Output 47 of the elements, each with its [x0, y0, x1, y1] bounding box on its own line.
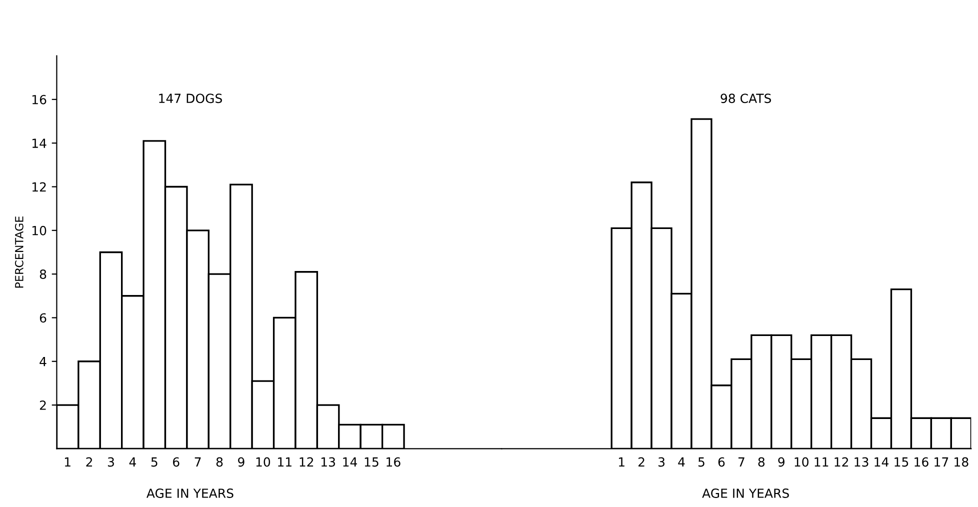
y-tick-label: 6 — [40, 313, 46, 323]
x-tick-label: 1 — [618, 457, 624, 467]
x-tick-label: 11 — [814, 457, 828, 467]
text: 147 DOGS — [159, 94, 222, 104]
x-tick-label: 15 — [894, 457, 908, 467]
x-tick-label: 10 — [256, 457, 270, 467]
x-axis-title: AGE IN YEARS — [702, 488, 789, 498]
x-tick-label: 12 — [300, 457, 314, 467]
x-tick-label: 12 — [834, 457, 848, 467]
x-tick-label: 10 — [794, 457, 808, 467]
text: 98 CATS — [720, 94, 772, 104]
x-tick-label: 1 — [64, 457, 70, 467]
x-tick-label: 7 — [194, 457, 201, 467]
x-tick-label: 9 — [238, 457, 244, 467]
y-tick-label: 8 — [40, 270, 46, 279]
x-tick-label: 6 — [173, 457, 180, 467]
y-tick-label: 14 — [32, 138, 46, 148]
x-tick-label: 4 — [678, 457, 685, 467]
x-tick-label: 5 — [698, 457, 704, 467]
x-tick-label: 18 — [954, 457, 968, 467]
x-axis-title: AGE IN YEARS — [146, 488, 234, 498]
x-tick-label: 14 — [874, 457, 889, 467]
x-tick-label: 11 — [278, 457, 292, 467]
x-tick-label: 16 — [914, 457, 928, 467]
y-tick-label: 10 — [32, 226, 46, 236]
x-tick-label: 2 — [638, 457, 644, 467]
y-tick-label: 12 — [32, 182, 46, 192]
x-tick-label: 5 — [151, 457, 158, 467]
x-tick-label: 9 — [778, 457, 784, 467]
x-tick-label: 3 — [658, 457, 664, 467]
x-tick-label: 7 — [738, 457, 744, 467]
x-tick-label: 8 — [216, 457, 223, 467]
x-tick-label: 14 — [343, 457, 358, 467]
x-tick-label: 4 — [129, 457, 136, 467]
x-tick-label: 13 — [854, 457, 868, 467]
y-tick-label: 2 — [40, 400, 46, 410]
y-axis-title: PERCENTAGE — [14, 216, 24, 288]
x-tick-label: 13 — [321, 457, 336, 467]
x-tick-label: 8 — [758, 457, 765, 467]
x-tick-label: 2 — [86, 457, 92, 467]
x-tick-label: 17 — [934, 457, 948, 467]
x-tick-label: 16 — [386, 457, 400, 467]
x-tick-label: 15 — [364, 457, 378, 467]
y-tick-label: 16 — [32, 94, 46, 104]
x-tick-label: 6 — [718, 457, 725, 467]
y-tick-label: 4 — [40, 357, 46, 366]
x-tick-label: 3 — [108, 457, 114, 467]
